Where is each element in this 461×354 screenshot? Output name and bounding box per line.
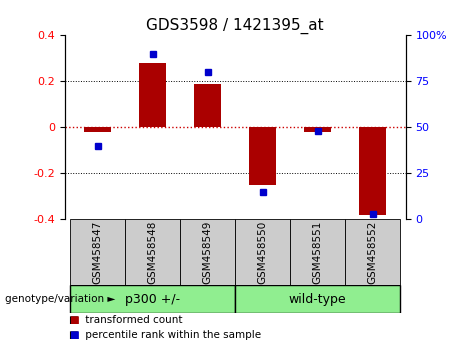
Text: genotype/variation ►: genotype/variation ► <box>5 294 115 304</box>
Bar <box>180 219 235 285</box>
Text: GSM458552: GSM458552 <box>368 221 378 284</box>
Text: ■: ■ <box>69 330 79 339</box>
Bar <box>290 219 345 285</box>
Bar <box>139 63 166 127</box>
Bar <box>125 219 180 285</box>
Text: wild-type: wild-type <box>289 293 347 306</box>
Text: GSM458550: GSM458550 <box>258 221 268 284</box>
Text: GSM458549: GSM458549 <box>202 221 213 284</box>
Text: GSM458547: GSM458547 <box>93 221 102 284</box>
Bar <box>235 285 400 313</box>
Bar <box>304 127 331 132</box>
Text: ■  transformed count: ■ transformed count <box>69 315 183 325</box>
Bar <box>70 285 235 313</box>
Bar <box>84 127 111 132</box>
Bar <box>359 127 386 215</box>
Text: GSM458551: GSM458551 <box>313 221 323 284</box>
Title: GDS3598 / 1421395_at: GDS3598 / 1421395_at <box>146 18 324 34</box>
Bar <box>70 219 125 285</box>
Bar <box>235 219 290 285</box>
Bar <box>249 127 277 185</box>
Text: ■  percentile rank within the sample: ■ percentile rank within the sample <box>69 330 261 339</box>
Bar <box>194 84 221 127</box>
Bar <box>345 219 400 285</box>
Text: GSM458548: GSM458548 <box>148 221 158 284</box>
Text: ■: ■ <box>69 315 79 325</box>
Text: p300 +/-: p300 +/- <box>125 293 180 306</box>
